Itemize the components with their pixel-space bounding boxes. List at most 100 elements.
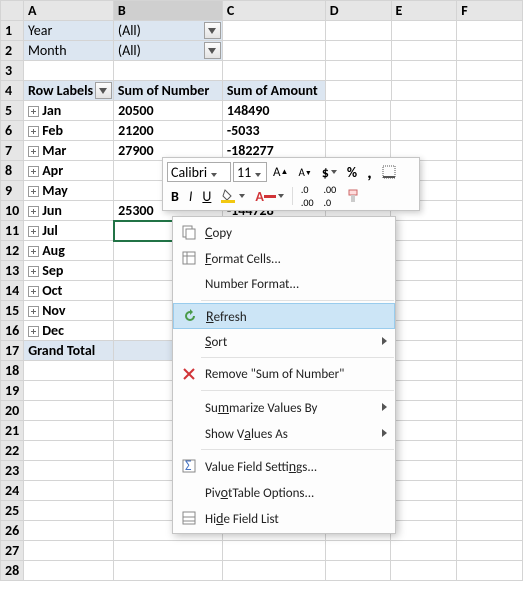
expand-icon[interactable] [28,246,39,257]
expand-icon[interactable] [28,226,39,237]
increase-decimal-icon[interactable]: .0.00 [297,185,318,207]
expand-icon[interactable] [28,106,39,117]
font-size-combo[interactable]: 11 [233,162,267,182]
col-header-e[interactable]: E [391,1,457,21]
row-header[interactable]: 23 [1,461,24,481]
row-header[interactable]: 10 [1,201,24,221]
accounting-format-icon[interactable]: $ [318,161,341,183]
filter-value[interactable]: (All) [113,21,222,41]
percent-format-icon[interactable]: % [343,161,361,183]
decrease-font-icon[interactable]: A▼ [294,161,315,183]
row-header[interactable]: 16 [1,321,24,341]
expand-icon[interactable] [28,266,39,277]
spreadsheet-grid[interactable]: A B C D E F 1 Year (All) 2 Month (All) 3… [0,0,523,101]
row-header[interactable]: 4 [1,81,24,101]
pivot-value[interactable]: 148490 [222,101,325,121]
row-header[interactable]: 28 [1,561,24,581]
comma-format-icon[interactable]: , [363,161,376,183]
menu-item-remove-sum-of-number[interactable]: Remove "Sum of Number" [173,361,395,387]
pivot-row-label[interactable]: Apr [24,161,114,181]
col-header-c[interactable]: C [222,1,325,21]
menu-item-hide-field-list[interactable]: Hide Field List [173,505,395,531]
row-header[interactable]: 25 [1,501,24,521]
row-header[interactable]: 7 [1,141,24,161]
menu-item-pivottable-options[interactable]: PivotTable Options... [173,479,395,505]
row-header[interactable]: 15 [1,301,24,321]
row-header[interactable]: 6 [1,121,24,141]
borders-icon[interactable] [378,161,400,183]
row-header[interactable]: 19 [1,381,24,401]
row-header[interactable]: 21 [1,421,24,441]
col-header-b[interactable]: B [113,1,222,21]
pivot-row-label[interactable]: Sep [24,261,114,281]
rowlabels-dropdown[interactable] [95,82,112,99]
col-header-a[interactable]: A [23,1,113,21]
row-header[interactable]: 3 [1,61,24,81]
expand-icon[interactable] [28,286,39,297]
menu-item-refresh[interactable]: Refresh [173,303,395,329]
corner-cell[interactable] [1,1,24,21]
pivot-row-label[interactable]: Oct [24,281,114,301]
row-header[interactable]: 18 [1,361,24,381]
pivot-value[interactable]: -5033 [222,121,325,141]
expand-icon[interactable] [28,206,39,217]
pivot-row-label[interactable]: May [24,181,114,201]
pivot-row-label[interactable]: Nov [24,301,114,321]
italic-button[interactable]: I [185,185,197,207]
row-header[interactable]: 9 [1,181,24,201]
font-color-icon[interactable]: A [251,185,287,207]
row-header[interactable]: 17 [1,341,24,361]
col-header-f[interactable]: F [457,1,523,21]
filter-value[interactable]: (All) [113,41,222,61]
pivot-row-label[interactable]: Feb [24,121,114,141]
menu-item-copy[interactable]: Copy [173,219,395,245]
filter-dropdown[interactable] [204,22,221,39]
pivot-row-label[interactable]: Mar [24,141,114,161]
row-header[interactable]: 24 [1,481,24,501]
row-header[interactable]: 13 [1,261,24,281]
row-header[interactable]: 11 [1,221,24,241]
row-header[interactable]: 20 [1,401,24,421]
underline-button[interactable]: U [198,185,215,207]
row-header[interactable]: 8 [1,161,24,181]
pivot-col-header[interactable]: Sum of Amount [222,81,325,101]
expand-icon[interactable] [28,306,39,317]
expand-icon[interactable] [28,126,39,137]
decrease-decimal-icon[interactable]: .00.0 [320,185,341,207]
font-name-combo[interactable]: Calibri [167,162,231,182]
menu-item-summarize-values-by[interactable]: Summarize Values By [173,394,395,420]
row-header[interactable]: 2 [1,41,24,61]
filter-dropdown[interactable] [204,42,221,59]
filter-label[interactable]: Month [23,41,113,61]
pivot-col-header[interactable]: Sum of Number [113,81,222,101]
pivot-value[interactable]: 21200 [114,121,223,141]
row-header[interactable]: 5 [1,101,24,121]
expand-icon[interactable] [28,186,39,197]
row-header[interactable]: 22 [1,441,24,461]
filter-label[interactable]: Year [23,21,113,41]
expand-icon[interactable] [28,146,39,157]
increase-font-icon[interactable]: A▲ [269,161,292,183]
menu-item-sort[interactable]: Sort [173,328,395,354]
row-header[interactable]: 26 [1,521,24,541]
pivot-row-labels-header[interactable]: Row Labels [23,81,113,101]
bold-button[interactable]: B [167,185,183,207]
pivot-row-label[interactable]: Jun [24,201,114,221]
grand-total-label[interactable]: Grand Total [24,341,114,361]
menu-item-format-cells[interactable]: Format Cells... [173,245,395,271]
menu-item-show-values-as[interactable]: Show Values As [173,420,395,446]
row-header[interactable]: 12 [1,241,24,261]
row-header[interactable]: 1 [1,21,24,41]
row-header[interactable]: 27 [1,541,24,561]
pivot-row-label[interactable]: Jul [24,221,114,241]
expand-icon[interactable] [28,326,39,337]
expand-icon[interactable] [28,166,39,177]
pivot-row-label[interactable]: Aug [24,241,114,261]
col-header-d[interactable]: D [325,1,391,21]
menu-item-number-format[interactable]: Number Format... [173,271,395,297]
pivot-value[interactable]: 20500 [114,101,223,121]
menu-item-value-field-settings[interactable]: Σ Value Field Settings... [173,453,395,479]
format-painter-icon[interactable] [342,185,364,207]
pivot-row-label[interactable]: Jan [24,101,114,121]
fill-color-icon[interactable] [217,185,249,207]
